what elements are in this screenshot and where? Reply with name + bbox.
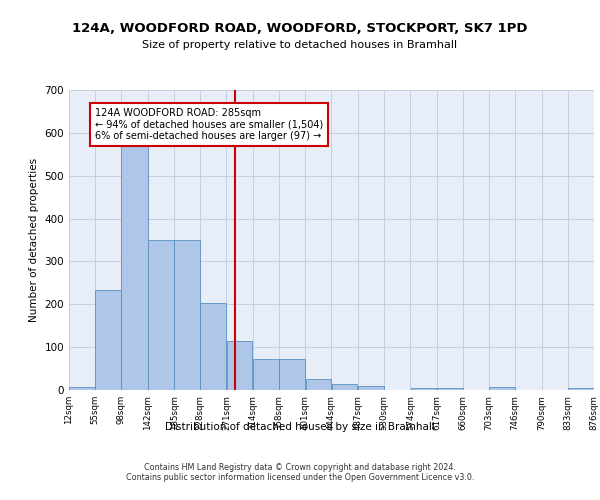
- Bar: [280, 358, 305, 390]
- Bar: [332, 384, 358, 390]
- Bar: [69, 386, 95, 390]
- Bar: [174, 240, 200, 390]
- Text: Contains HM Land Registry data © Crown copyright and database right 2024.
Contai: Contains HM Land Registry data © Crown c…: [126, 463, 474, 482]
- Bar: [253, 358, 279, 390]
- Bar: [148, 240, 174, 390]
- Bar: [95, 290, 121, 390]
- Bar: [305, 380, 331, 390]
- Bar: [410, 388, 436, 390]
- Text: Size of property relative to detached houses in Bramhall: Size of property relative to detached ho…: [142, 40, 458, 50]
- Y-axis label: Number of detached properties: Number of detached properties: [29, 158, 39, 322]
- Text: 124A, WOODFORD ROAD, WOODFORD, STOCKPORT, SK7 1PD: 124A, WOODFORD ROAD, WOODFORD, STOCKPORT…: [72, 22, 528, 36]
- Text: Distribution of detached houses by size in Bramhall: Distribution of detached houses by size …: [165, 422, 435, 432]
- Bar: [200, 302, 226, 390]
- Bar: [437, 388, 463, 390]
- Bar: [358, 386, 383, 390]
- Text: 124A WOODFORD ROAD: 285sqm
← 94% of detached houses are smaller (1,504)
6% of se: 124A WOODFORD ROAD: 285sqm ← 94% of deta…: [95, 108, 323, 141]
- Bar: [227, 340, 253, 390]
- Bar: [489, 386, 515, 390]
- Bar: [568, 388, 594, 390]
- Bar: [121, 140, 148, 390]
